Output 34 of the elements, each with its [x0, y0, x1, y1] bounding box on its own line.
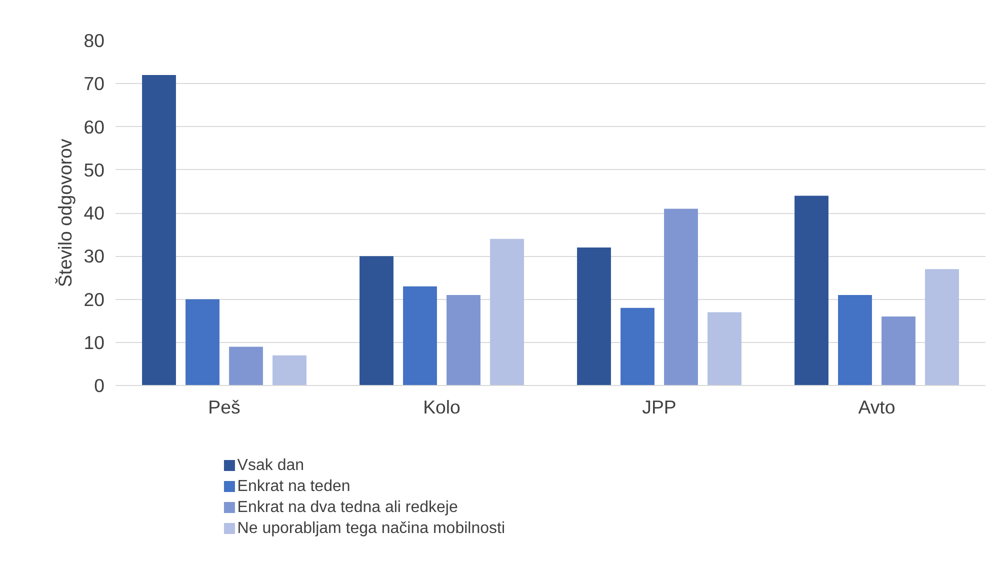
- bar: [925, 269, 959, 386]
- legend-label: Enkrat na dva tedna ali redkeje: [237, 499, 458, 516]
- x-tick-label: Kolo: [423, 396, 460, 418]
- y-tick-label: 40: [84, 202, 105, 224]
- y-tick-label: 20: [84, 288, 105, 310]
- y-tick-label: 80: [84, 30, 105, 51]
- legend-label: Vsak dan: [237, 457, 304, 474]
- bar: [490, 238, 524, 386]
- bar: [446, 294, 480, 386]
- y-tick-label: 0: [94, 375, 105, 396]
- legend-label: Enkrat na teden: [237, 478, 350, 495]
- legend-label: Ne uporabljam tega načina mobilnosti: [237, 520, 506, 537]
- bar: [708, 312, 742, 386]
- y-tick-label: 60: [84, 116, 105, 138]
- bar: [403, 286, 437, 386]
- bar: [620, 308, 654, 386]
- bar: [360, 256, 394, 386]
- bar: [272, 355, 306, 386]
- y-tick-label: 30: [84, 246, 105, 267]
- y-axis-title: Število odgovorov: [54, 138, 76, 288]
- bar: [664, 208, 698, 386]
- x-tick-label: Avto: [858, 396, 896, 418]
- bar: [882, 316, 916, 386]
- bar: [794, 196, 828, 386]
- bar: [186, 299, 220, 386]
- y-tick-label: 10: [84, 332, 105, 353]
- bar: [577, 248, 611, 386]
- bar: [142, 75, 176, 386]
- x-tick-label: Peš: [208, 396, 240, 418]
- y-tick-label: 50: [84, 159, 105, 180]
- bar: [838, 294, 872, 386]
- y-tick-label: 70: [84, 73, 105, 94]
- bar: [229, 346, 263, 386]
- x-tick-label: JPP: [642, 396, 676, 418]
